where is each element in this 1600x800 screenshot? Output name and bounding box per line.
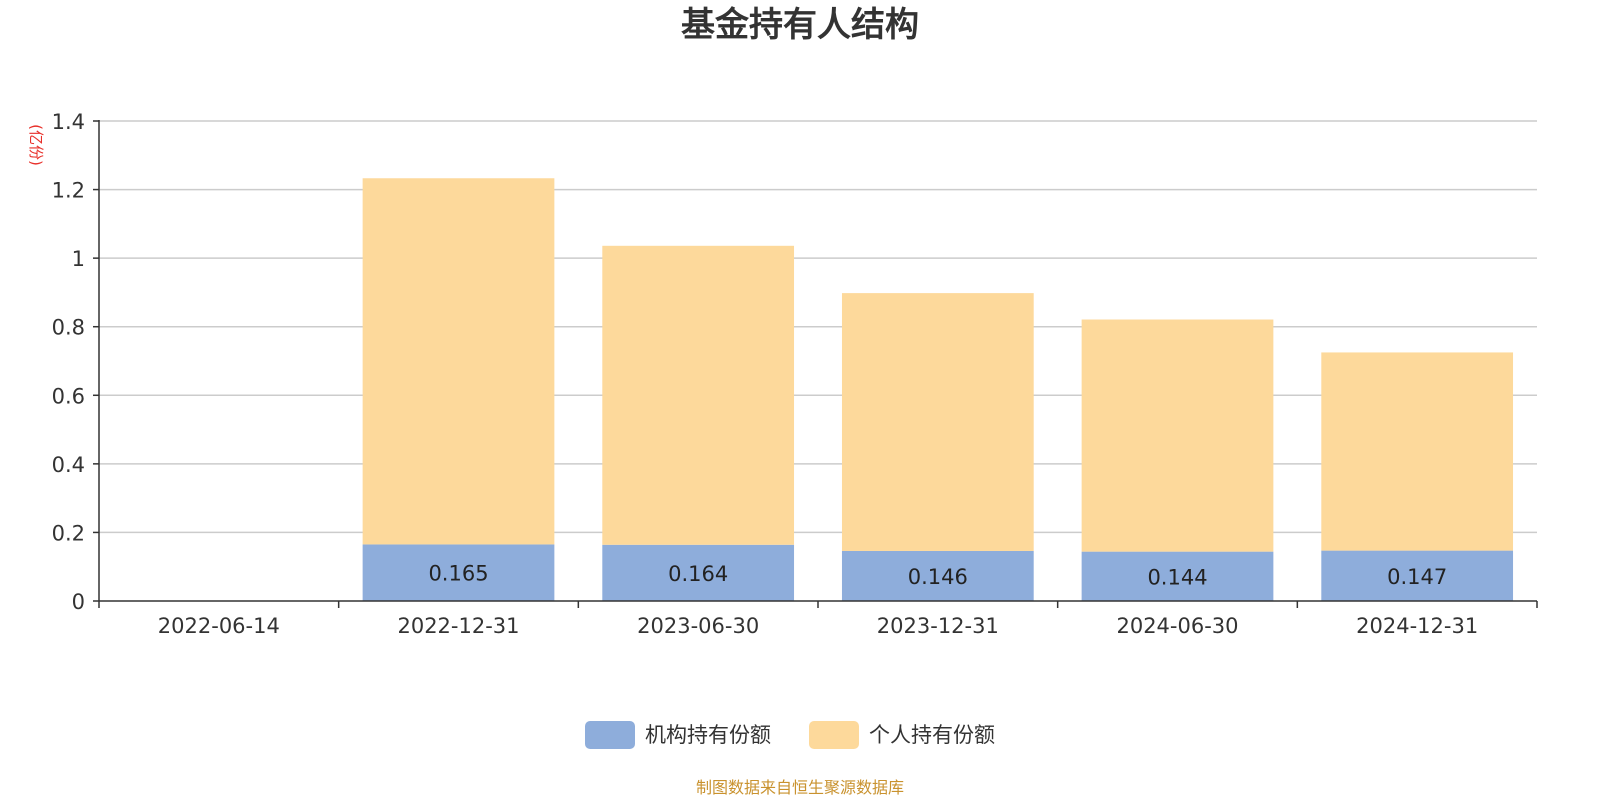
bar-data-label: 0.146 <box>908 565 968 589</box>
bar-institutional[interactable] <box>841 550 1034 601</box>
y-tick-label: 0.4 <box>52 453 85 477</box>
y-axis-unit-label: (亿份) <box>27 124 45 166</box>
x-tick-label: 2024-06-30 <box>1116 614 1238 638</box>
legend-swatch-institutional[interactable] <box>585 721 635 749</box>
bar-institutional[interactable] <box>362 544 555 601</box>
axes: 0 0.2 0.4 0.6 0.8 1 1.2 1.4 2022-06-14 2022-12-31… <box>52 110 1538 638</box>
x-tick-label: 2023-06-30 <box>637 614 759 638</box>
bar-data-label: 0.165 <box>428 562 488 586</box>
data-labels: 0.165 0.164 0.146 0.144 0.147 <box>428 562 1447 590</box>
bar-data-label: 0.144 <box>1147 565 1207 589</box>
bar-data-label: 0.164 <box>668 562 728 586</box>
bar-institutional[interactable] <box>602 544 795 601</box>
y-tick-label: 0.2 <box>52 521 85 545</box>
x-tick-label: 2023-12-31 <box>877 614 999 638</box>
chart-title: 基金持有人结构 <box>681 5 919 45</box>
legend-label-individual[interactable]: 个人持有份额 <box>869 723 995 747</box>
x-tick-label: 2024-12-31 <box>1356 614 1478 638</box>
y-tick-label: 0 <box>72 590 85 614</box>
bar-individual[interactable] <box>362 178 555 545</box>
y-tick-label: 0.8 <box>52 316 85 340</box>
bar-individual[interactable] <box>602 245 795 545</box>
bar-institutional[interactable] <box>1081 551 1274 601</box>
bar-individual[interactable] <box>841 293 1034 551</box>
bar-individual[interactable] <box>1321 352 1514 551</box>
bar-institutional[interactable] <box>1321 550 1514 601</box>
x-tick-label: 2022-06-14 <box>158 614 280 638</box>
legend: 机构持有份额 个人持有份额 <box>585 721 995 749</box>
y-tick-label: 1.4 <box>52 110 85 134</box>
legend-swatch-individual[interactable] <box>809 721 859 749</box>
grid-lines <box>99 120 1537 534</box>
x-tick-label: 2022-12-31 <box>397 614 519 638</box>
y-tick-label: 0.6 <box>52 384 85 408</box>
legend-label-institutional[interactable]: 机构持有份额 <box>645 723 771 747</box>
bar-series <box>362 178 1514 601</box>
bar-individual[interactable] <box>1081 319 1274 552</box>
bar-data-label: 0.147 <box>1387 565 1447 589</box>
y-tick-label: 1 <box>72 247 85 271</box>
data-source-note: 制图数据来自恒生聚源数据库 <box>696 778 904 797</box>
y-tick-label: 1.2 <box>52 179 85 203</box>
